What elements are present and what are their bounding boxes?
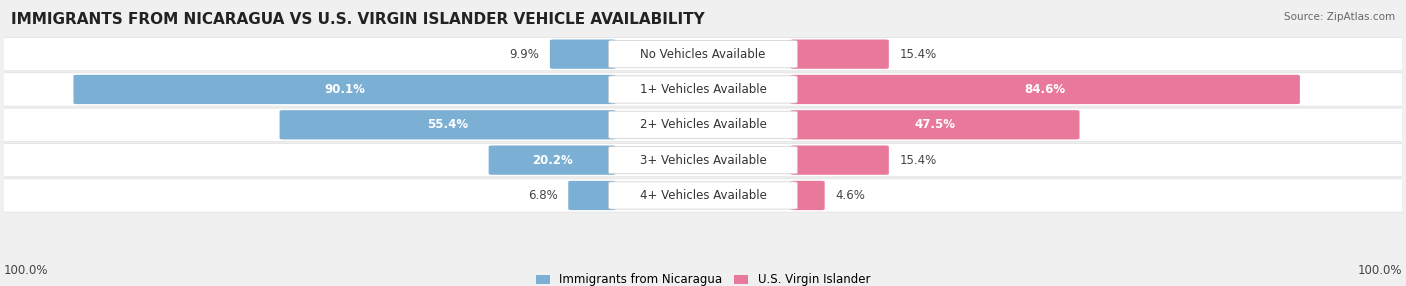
FancyBboxPatch shape: [609, 41, 797, 68]
FancyBboxPatch shape: [0, 108, 1406, 142]
FancyBboxPatch shape: [568, 181, 616, 210]
Text: 6.8%: 6.8%: [529, 189, 558, 202]
FancyBboxPatch shape: [280, 110, 616, 140]
Text: 2+ Vehicles Available: 2+ Vehicles Available: [640, 118, 766, 131]
FancyBboxPatch shape: [73, 75, 616, 104]
FancyBboxPatch shape: [609, 182, 797, 209]
FancyBboxPatch shape: [0, 37, 1406, 71]
FancyBboxPatch shape: [0, 73, 1406, 106]
Text: 15.4%: 15.4%: [900, 154, 936, 167]
Text: 100.0%: 100.0%: [4, 264, 49, 277]
FancyBboxPatch shape: [790, 181, 825, 210]
Text: IMMIGRANTS FROM NICARAGUA VS U.S. VIRGIN ISLANDER VEHICLE AVAILABILITY: IMMIGRANTS FROM NICARAGUA VS U.S. VIRGIN…: [11, 12, 704, 27]
Text: 4+ Vehicles Available: 4+ Vehicles Available: [640, 189, 766, 202]
Text: 20.2%: 20.2%: [531, 154, 572, 167]
FancyBboxPatch shape: [489, 146, 616, 175]
Text: 15.4%: 15.4%: [900, 48, 936, 61]
FancyBboxPatch shape: [609, 146, 797, 174]
FancyBboxPatch shape: [609, 111, 797, 138]
Legend: Immigrants from Nicaragua, U.S. Virgin Islander: Immigrants from Nicaragua, U.S. Virgin I…: [536, 273, 870, 286]
FancyBboxPatch shape: [550, 39, 616, 69]
FancyBboxPatch shape: [0, 179, 1406, 212]
Text: 100.0%: 100.0%: [1357, 264, 1402, 277]
Text: 84.6%: 84.6%: [1025, 83, 1066, 96]
Text: 4.6%: 4.6%: [835, 189, 865, 202]
FancyBboxPatch shape: [790, 110, 1080, 140]
Text: 90.1%: 90.1%: [325, 83, 366, 96]
Text: 1+ Vehicles Available: 1+ Vehicles Available: [640, 83, 766, 96]
FancyBboxPatch shape: [609, 76, 797, 103]
Text: No Vehicles Available: No Vehicles Available: [640, 48, 766, 61]
Text: 47.5%: 47.5%: [914, 118, 956, 131]
Text: Source: ZipAtlas.com: Source: ZipAtlas.com: [1284, 12, 1395, 22]
FancyBboxPatch shape: [0, 144, 1406, 177]
FancyBboxPatch shape: [790, 39, 889, 69]
Text: 3+ Vehicles Available: 3+ Vehicles Available: [640, 154, 766, 167]
Text: 55.4%: 55.4%: [427, 118, 468, 131]
Text: 9.9%: 9.9%: [509, 48, 540, 61]
FancyBboxPatch shape: [790, 146, 889, 175]
FancyBboxPatch shape: [790, 75, 1301, 104]
